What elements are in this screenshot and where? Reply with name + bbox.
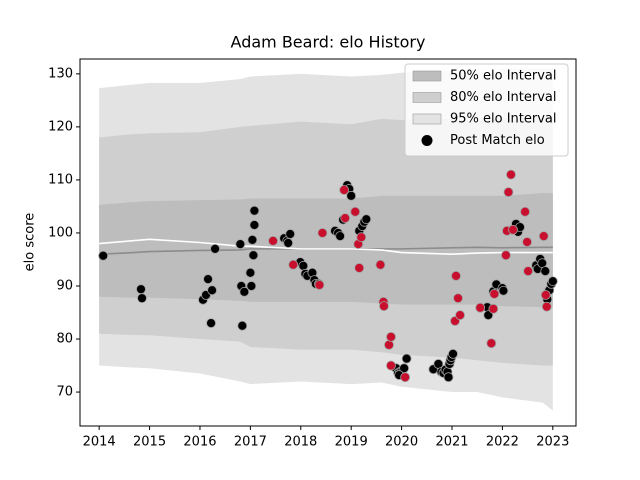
x-tick-label: 2014 <box>83 435 116 450</box>
match-point <box>448 348 458 359</box>
match-point <box>489 289 500 299</box>
match-point <box>400 372 411 383</box>
match-point <box>335 231 345 242</box>
match-point <box>203 274 213 284</box>
legend-marker <box>421 135 433 146</box>
axes-frame <box>79 58 577 427</box>
match-point <box>501 250 511 261</box>
y-tick-label: 120 <box>48 119 73 134</box>
legend-swatch <box>412 70 442 82</box>
match-point <box>538 231 549 242</box>
match-point <box>379 301 389 312</box>
trend-line <box>99 238 553 255</box>
match-point <box>354 263 365 273</box>
match-point <box>386 360 396 371</box>
legend-swatch <box>412 113 442 125</box>
match-point <box>235 239 246 249</box>
match-point <box>356 232 367 243</box>
match-point <box>340 213 351 224</box>
match-point <box>248 250 259 261</box>
match-point <box>508 224 518 235</box>
y-tick-label: 90 <box>56 278 73 293</box>
match-point <box>317 228 328 238</box>
match-point <box>540 290 551 300</box>
match-point <box>350 206 361 217</box>
match-point <box>541 301 552 312</box>
match-point <box>506 169 516 180</box>
x-tick-label: 2021 <box>435 435 468 450</box>
match-point <box>207 285 217 296</box>
match-point <box>137 293 147 304</box>
match-point <box>483 310 494 321</box>
match-point <box>339 185 350 195</box>
match-point <box>453 293 463 304</box>
legend-box <box>404 63 569 157</box>
match-point <box>285 229 296 239</box>
match-point <box>540 266 551 277</box>
interval-band <box>99 193 553 308</box>
match-point <box>298 260 309 271</box>
match-point <box>268 236 278 246</box>
match-point <box>523 266 534 277</box>
plot-area: 2014 2015 2016 2017 2018 2019 2020 2021 2022 2023… <box>48 58 577 450</box>
match-point <box>98 250 109 261</box>
match-point <box>283 238 294 248</box>
match-point <box>210 243 220 254</box>
legend-label: 80% elo Interval <box>450 90 557 105</box>
match-point <box>206 318 216 329</box>
match-point <box>237 320 248 331</box>
match-point <box>249 220 260 230</box>
match-point <box>522 237 533 247</box>
match-point <box>247 234 258 245</box>
match-point <box>346 190 357 201</box>
match-point <box>288 259 299 270</box>
x-tick-label: 2017 <box>234 435 267 450</box>
match-point <box>136 284 146 295</box>
y-tick-label: 70 <box>56 385 73 400</box>
y-tick-label: 80 <box>56 332 73 347</box>
match-point <box>547 276 558 287</box>
match-point <box>246 281 257 291</box>
x-tick-label: 2023 <box>536 435 569 450</box>
x-tick-label: 2022 <box>486 435 519 450</box>
match-point <box>239 286 250 297</box>
match-point <box>361 214 372 225</box>
match-point <box>520 206 530 217</box>
match-point <box>503 187 514 198</box>
match-point <box>375 259 386 270</box>
legend-label: 50% elo Interval <box>450 69 557 84</box>
match-point <box>475 302 486 313</box>
match-point <box>488 303 499 314</box>
match-point <box>455 310 465 321</box>
match-point <box>245 267 256 278</box>
x-tick-label: 2019 <box>335 435 368 450</box>
legend-swatch <box>412 92 442 103</box>
match-point <box>384 339 394 350</box>
match-point <box>386 332 396 342</box>
match-point <box>498 285 509 296</box>
match-point <box>249 205 260 216</box>
match-point <box>486 338 497 349</box>
legend-label: 95% elo Interval <box>450 112 557 127</box>
match-point <box>451 271 461 281</box>
match-point <box>314 280 325 290</box>
match-point <box>401 353 412 364</box>
y-tick-label: 110 <box>48 172 73 187</box>
y-tick-label: 100 <box>48 225 73 240</box>
legend-label: Post Match elo <box>450 133 545 148</box>
match-point <box>443 372 454 383</box>
x-tick-label: 2018 <box>284 435 317 450</box>
chart-title: Adam Beard: elo History <box>231 33 426 52</box>
x-tick-label: 2015 <box>133 435 166 450</box>
x-tick-label: 2020 <box>385 435 418 450</box>
y-axis-label: elo score <box>23 213 38 272</box>
y-tick-label: 130 <box>48 66 73 81</box>
x-tick-label: 2016 <box>183 435 216 450</box>
